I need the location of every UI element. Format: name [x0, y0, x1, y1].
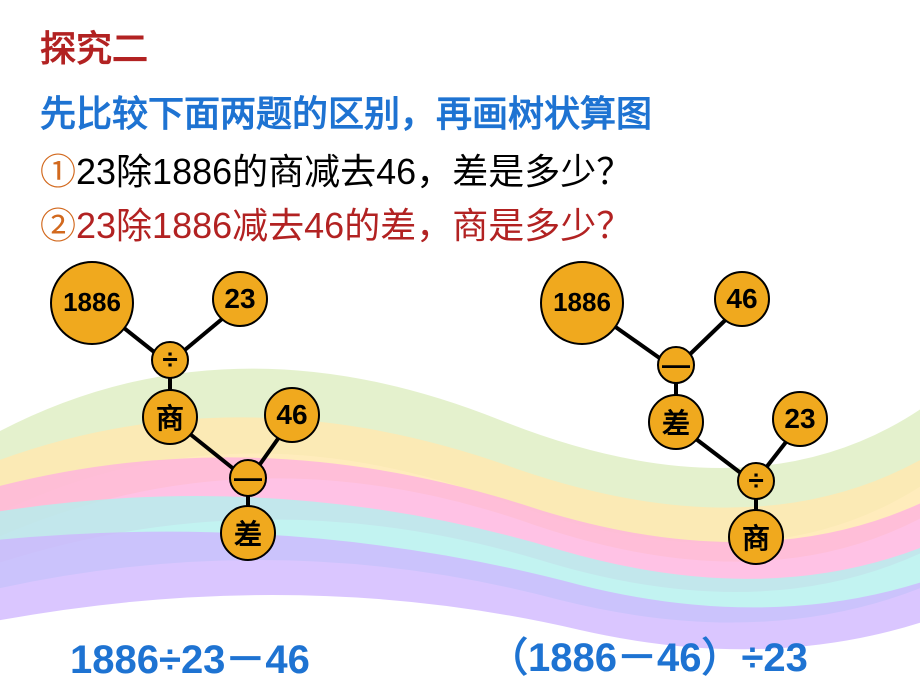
- tree2-node-a: 1886: [540, 261, 624, 345]
- tree1-op1: ÷: [151, 341, 189, 379]
- tree1-node-c: 46: [264, 387, 320, 443]
- tree1-node-a: 1886: [50, 261, 134, 345]
- question-1: ①23除1886的商减去46，差是多少？: [0, 139, 920, 195]
- q1-text: 23除1886的商减去46，差是多少？: [76, 151, 632, 192]
- tree2-op2: ÷: [737, 462, 775, 500]
- tree2-node-b: 46: [714, 271, 770, 327]
- tree2-op1: —: [657, 346, 695, 384]
- q2-text: 23除1886减去46的差，商是多少？: [76, 205, 632, 246]
- section-title: 探究二: [0, 0, 920, 72]
- tree1-op2: —: [229, 459, 267, 497]
- expression-2: （1886－46）÷23: [488, 625, 808, 683]
- tree1-result1: 商: [142, 389, 198, 445]
- diagram-area: 1886 23 ÷ 商 46 — 差 1886 46 — 差 23 ÷ 商: [0, 249, 920, 579]
- tree1-node-b: 23: [212, 271, 268, 327]
- q1-marker: ①: [40, 151, 76, 192]
- tree-diagram-2: 1886 46 — 差 23 ÷ 商: [520, 249, 900, 559]
- tree2-node-c: 23: [772, 391, 828, 447]
- q2-marker: ②: [40, 205, 76, 246]
- tree2-result1: 差: [648, 394, 704, 450]
- question-2: ②23除1886减去46的差，商是多少？: [0, 195, 920, 249]
- expression-1: 1886÷23－46: [70, 627, 310, 685]
- instruction-text: 先比较下面两题的区别，再画树状算图: [0, 72, 920, 139]
- tree-diagram-1: 1886 23 ÷ 商 46 — 差: [30, 249, 410, 559]
- tree2-result2: 商: [728, 509, 784, 565]
- tree1-result2: 差: [220, 505, 276, 561]
